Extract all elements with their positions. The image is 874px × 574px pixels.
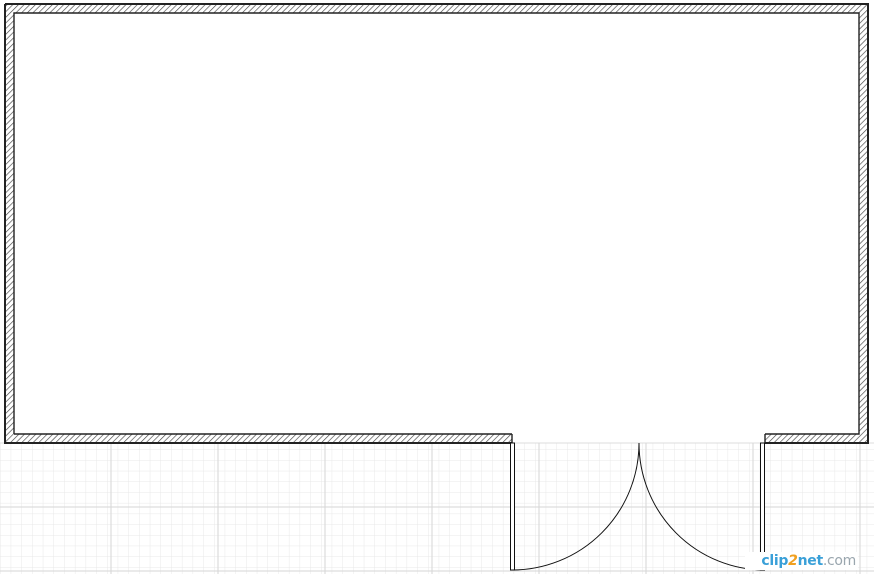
wall-outer-outline [4, 3, 869, 444]
watermark-part: 2 [788, 553, 798, 569]
double-door [510, 442, 766, 571]
door-leaf-left [510, 442, 515, 571]
watermark-part: clip [761, 553, 789, 569]
watermark-part: .com [822, 553, 856, 569]
watermark-part: net [797, 553, 824, 569]
room-walls [4, 3, 869, 444]
wall-inner-outline [13, 12, 860, 435]
grid-floor [0, 442, 874, 574]
door-leaf-right [760, 442, 765, 571]
door-swing-arc-right [638, 442, 766, 571]
door-swing-arc-left [511, 442, 640, 571]
wall-hatch [5, 4, 868, 443]
watermark-logo: clip2net.com [745, 552, 858, 570]
